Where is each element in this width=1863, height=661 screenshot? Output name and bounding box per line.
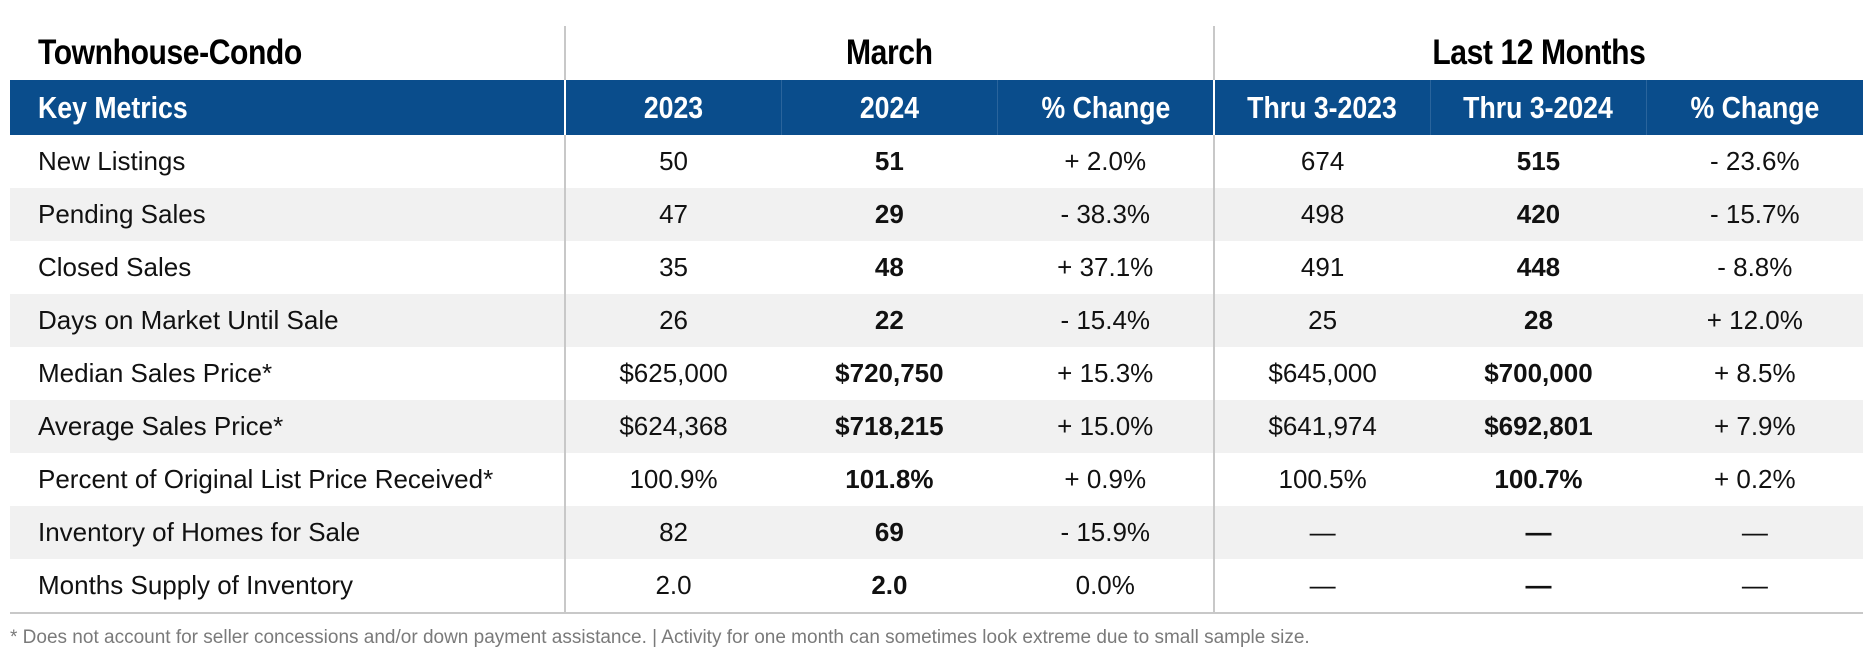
month-prev-value: $624,368 (563, 400, 782, 453)
metric-name: Months Supply of Inventory (10, 559, 565, 614)
metric-name: Pending Sales (10, 188, 565, 241)
column-header-ytd-curr: Thru 3-2024 (1429, 80, 1647, 135)
month-prev-value: 26 (563, 294, 782, 347)
month-curr-value: 22 (781, 294, 998, 347)
column-header-ytd-prev-text: Thru 3-2023 (1247, 89, 1398, 125)
ytd-prev-value: — (1212, 506, 1431, 559)
month-prev-value: 100.9% (563, 453, 782, 506)
month-change-value: + 15.3% (1057, 358, 1154, 388)
key-metrics-table: Townhouse-Condo March Last 12 Months Key… (10, 26, 1863, 614)
column-header-key-metrics-text: Key Metrics (38, 89, 188, 125)
column-header-ytd-change-text: % Change (1690, 89, 1820, 125)
month-curr-value: $720,750 (835, 358, 944, 388)
ytd-curr-value: $692,801 (1430, 400, 1647, 453)
group-title-last-12-months: Last 12 Months (1212, 26, 1863, 80)
column-header-month-curr-text: 2024 (859, 89, 920, 125)
metric-name: Inventory of Homes for Sale (10, 506, 565, 559)
month-curr-value: 48 (874, 252, 904, 282)
ytd-curr-value: — (1430, 559, 1647, 614)
title-row: Townhouse-Condo March Last 12 Months (10, 26, 1863, 80)
column-header-month-prev-text: 2023 (643, 89, 703, 125)
section-title: Townhouse-Condo (10, 26, 565, 80)
table-row: Months Supply of Inventory 2.0 2.0 0.0% … (10, 559, 1863, 614)
month-curr-value: $718,215 (781, 400, 998, 453)
ytd-change-value: + 12.0% (1646, 294, 1863, 347)
ytd-prev-value: — (1212, 559, 1431, 614)
ytd-prev-value: $641,974 (1212, 400, 1431, 453)
ytd-curr-value: 515 (1516, 146, 1561, 176)
metric-name: Average Sales Price* (10, 400, 565, 453)
table-row: Inventory of Homes for Sale 82 69 - 15.9… (10, 506, 1863, 559)
column-header-month-change-text: % Change (1041, 89, 1170, 125)
table-row: New Listings 50 51 + 2.0% 674 515 - 23.6… (10, 135, 1863, 188)
table-row: Pending Sales 47 29 - 38.3% 498 420 - 15… (10, 188, 1863, 241)
ytd-prev-value: 491 (1212, 241, 1431, 294)
month-prev-value: 2.0 (563, 559, 782, 614)
month-change-value: 0.0% (997, 559, 1214, 614)
column-header-row: Key Metrics 2023 2024 % Change Thru 3-20… (10, 80, 1863, 135)
ytd-change-value: - 15.7% (1646, 188, 1863, 241)
ytd-curr-value: 28 (1430, 294, 1647, 347)
footnote: * Does not account for seller concession… (10, 627, 1310, 648)
section-title-text: Townhouse-Condo (38, 33, 302, 72)
column-header-month-prev: 2023 (563, 80, 782, 135)
month-curr-value: 101.8% (845, 464, 934, 494)
month-curr-value: 2.0 (781, 559, 998, 614)
month-prev-value: 47 (563, 188, 782, 241)
month-prev-value: 35 (563, 241, 782, 294)
month-curr-value: 69 (781, 506, 998, 559)
table-row: Percent of Original List Price Received*… (10, 453, 1863, 506)
ytd-change-value: + 8.5% (1713, 358, 1796, 388)
metric-name: Closed Sales (38, 252, 192, 282)
column-header-ytd-change: % Change (1646, 80, 1863, 135)
metric-name: New Listings (38, 146, 186, 176)
ytd-prev-value: 25 (1212, 294, 1431, 347)
ytd-prev-value: 498 (1212, 188, 1431, 241)
ytd-prev-value: 674 (1212, 135, 1431, 188)
month-change-value: + 0.9% (1064, 464, 1147, 494)
month-curr-value: 29 (781, 188, 998, 241)
ytd-change-value: - 23.6% (1710, 146, 1800, 176)
table-row: Days on Market Until Sale 26 22 - 15.4% … (10, 294, 1863, 347)
ytd-curr-value: $700,000 (1484, 358, 1593, 388)
month-change-value: - 38.3% (997, 188, 1214, 241)
column-header-ytd-prev: Thru 3-2023 (1212, 80, 1431, 135)
ytd-change-value: - 8.8% (1717, 252, 1793, 282)
month-change-value: - 15.9% (997, 506, 1214, 559)
metric-name: Median Sales Price* (38, 358, 273, 388)
column-header-key-metrics: Key Metrics (10, 80, 565, 135)
ytd-change-value: + 0.2% (1713, 464, 1796, 494)
table-row: Closed Sales 35 48 + 37.1% 491 448 - 8.8… (10, 241, 1863, 294)
key-metrics-report: Townhouse-Condo March Last 12 Months Key… (10, 26, 1863, 614)
ytd-curr-value: — (1430, 506, 1647, 559)
column-header-month-change: % Change (997, 80, 1214, 135)
ytd-change-value: — (1646, 559, 1863, 614)
ytd-change-value: — (1646, 506, 1863, 559)
metric-name: Percent of Original List Price Received* (38, 464, 494, 494)
table-row: Median Sales Price* $625,000 $720,750 + … (10, 347, 1863, 400)
ytd-change-value: + 7.9% (1646, 400, 1863, 453)
group-title-ytd-text: Last 12 Months (1432, 33, 1646, 72)
month-change-value: + 37.1% (1057, 252, 1154, 282)
group-title-month: March (563, 26, 1214, 80)
group-title-month-text: March (846, 33, 933, 72)
ytd-curr-value: 420 (1430, 188, 1647, 241)
column-header-ytd-curr-text: Thru 3-2024 (1463, 89, 1614, 125)
month-change-value: - 15.4% (997, 294, 1214, 347)
month-prev-value: 82 (563, 506, 782, 559)
ytd-curr-value: 100.7% (1494, 464, 1583, 494)
ytd-curr-value: 448 (1516, 252, 1561, 282)
ytd-prev-value: 100.5% (1212, 453, 1431, 506)
table-row: Average Sales Price* $624,368 $718,215 +… (10, 400, 1863, 453)
metric-name: Days on Market Until Sale (10, 294, 565, 347)
month-prev-value: 50 (563, 135, 782, 188)
month-change-value: + 15.0% (997, 400, 1214, 453)
column-header-month-curr: 2024 (780, 80, 998, 135)
month-change-value: + 2.0% (1064, 146, 1147, 176)
month-curr-value: 51 (874, 146, 904, 176)
ytd-prev-value: $645,000 (1212, 347, 1431, 400)
month-prev-value: $625,000 (563, 347, 782, 400)
